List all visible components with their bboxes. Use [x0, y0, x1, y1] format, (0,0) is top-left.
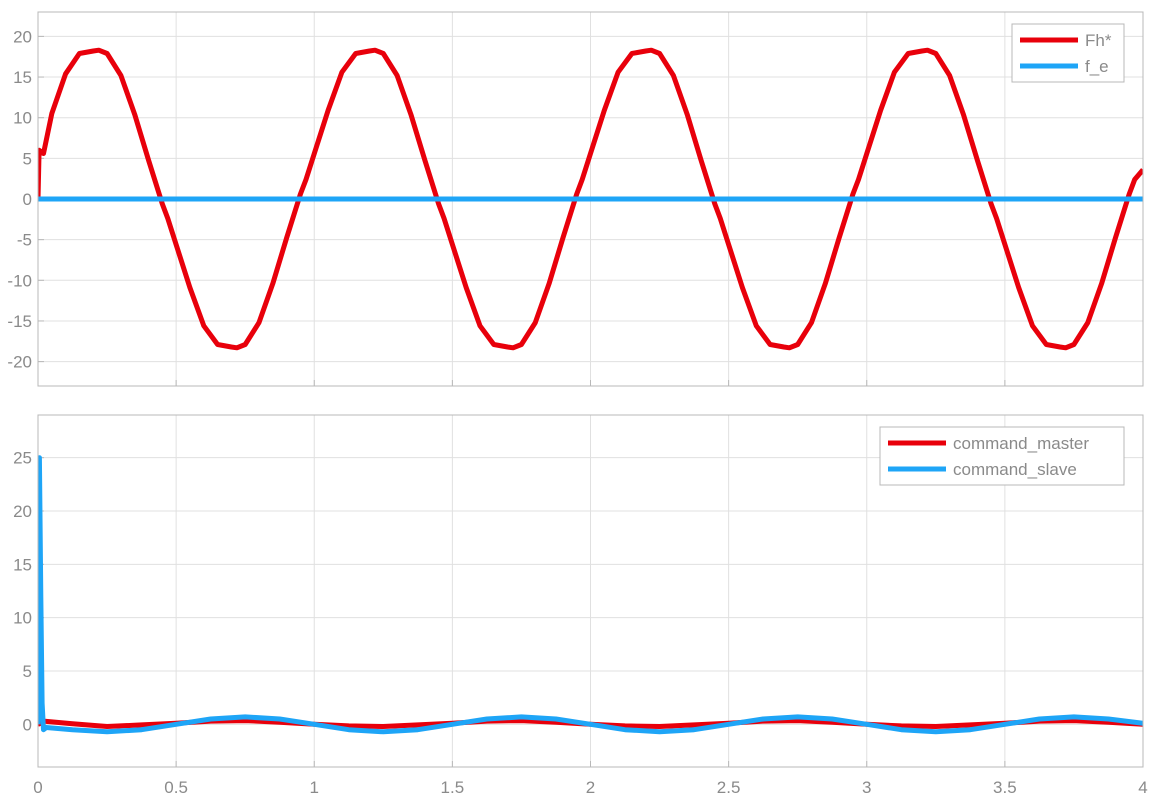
- x-tick-label: 2.5: [717, 778, 741, 797]
- x-tick-label: 0.5: [164, 778, 188, 797]
- axes-frame: [37, 11, 1144, 387]
- legend: Fh* f_e: [1011, 23, 1125, 83]
- top-plot: 20 15 10 5 0 -5 -10 -15 -20 Fh* f_e: [7, 11, 1144, 387]
- legend-label: Fh*: [1085, 31, 1112, 50]
- y-tick-label: 0: [23, 715, 32, 734]
- y-tick-label: 5: [23, 662, 32, 681]
- y-tick-label: 15: [13, 68, 32, 87]
- axes-frame: [37, 414, 1144, 768]
- series-line-Fh*: [38, 47, 1143, 351]
- y-tick-label: 20: [13, 27, 32, 46]
- x-tick-label: 4: [1138, 778, 1147, 797]
- y-tick-label: 10: [13, 609, 32, 628]
- y-tick-label: -20: [7, 353, 32, 372]
- x-tick-label: 0: [33, 778, 42, 797]
- y-tick-label: 25: [13, 449, 32, 468]
- bottom-plot: 0 0.5 1 1.5 2 2.5 3 3.5 4 25 20 15 10 5 0 command_maste…: [13, 414, 1148, 797]
- y-tick-label: 20: [13, 502, 32, 521]
- legend-box: [879, 426, 1125, 486]
- y-tick-label: -5: [17, 231, 32, 250]
- legend-label: command_master: [953, 434, 1089, 453]
- legend-box: [1011, 23, 1125, 83]
- series-line-command_slave: [38, 455, 1143, 735]
- x-tick-label: 2: [586, 778, 595, 797]
- x-tick-label: 3.5: [993, 778, 1017, 797]
- legend-label: f_e: [1085, 57, 1109, 76]
- x-tick-label: 3: [862, 778, 871, 797]
- legend-label: command_slave: [953, 460, 1077, 479]
- x-tick-label: 1.5: [441, 778, 465, 797]
- y-tick-label: -15: [7, 312, 32, 331]
- y-tick-label: 5: [23, 149, 32, 168]
- y-tick-label: 10: [13, 109, 32, 128]
- x-tick-label: 1: [310, 778, 319, 797]
- y-tick-label: -10: [7, 271, 32, 290]
- y-tick-label: 15: [13, 555, 32, 574]
- legend: command_master command_slave: [879, 426, 1125, 486]
- y-tick-label: 0: [23, 190, 32, 209]
